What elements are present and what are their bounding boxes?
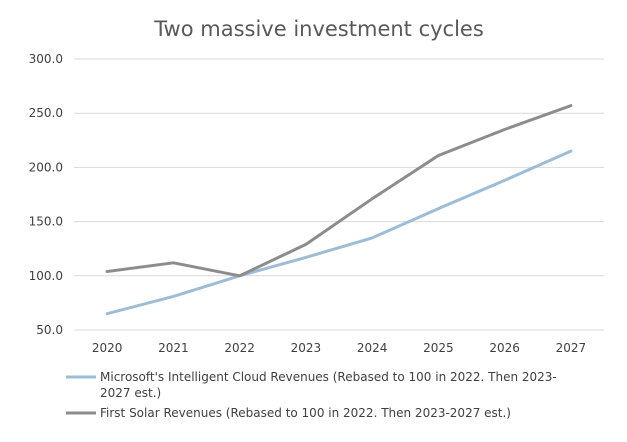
series-line-1: [105, 149, 573, 316]
y-tick-label: 300.0: [29, 52, 63, 66]
legend-label: Microsoft's Intelligent Cloud Revenues (…: [100, 370, 557, 384]
y-axis-ticks: 300.0 250.0 200.0 150.0 100.0 50.0: [29, 52, 63, 337]
x-axis-ticks: 2020 2021 2022 2023 2024 2025 2026 2027: [92, 341, 586, 355]
chart-title: Two massive investment cycles: [153, 17, 484, 41]
x-tick-label: 2025: [423, 341, 454, 355]
x-tick-label: 2022: [224, 341, 255, 355]
grid: [74, 58, 604, 331]
y-tick-label: 250.0: [29, 106, 63, 120]
x-tick-label: 2023: [291, 341, 322, 355]
x-tick-label: 2020: [92, 341, 123, 355]
legend: Microsoft's Intelligent Cloud Revenues (…: [66, 370, 557, 420]
x-tick-label: 2027: [556, 341, 587, 355]
y-tick-label: 200.0: [29, 160, 63, 174]
legend-label: 2027 est.): [100, 386, 161, 400]
x-tick-label: 2026: [489, 341, 520, 355]
x-tick-label: 2024: [357, 341, 388, 355]
series-lines: [105, 104, 573, 316]
x-tick-label: 2021: [158, 341, 189, 355]
legend-label: First Solar Revenues (Rebased to 100 in …: [100, 406, 511, 420]
y-tick-label: 100.0: [29, 269, 63, 283]
series-line-2: [105, 104, 573, 278]
y-tick-label: 50.0: [36, 323, 63, 337]
y-tick-label: 150.0: [29, 215, 63, 229]
